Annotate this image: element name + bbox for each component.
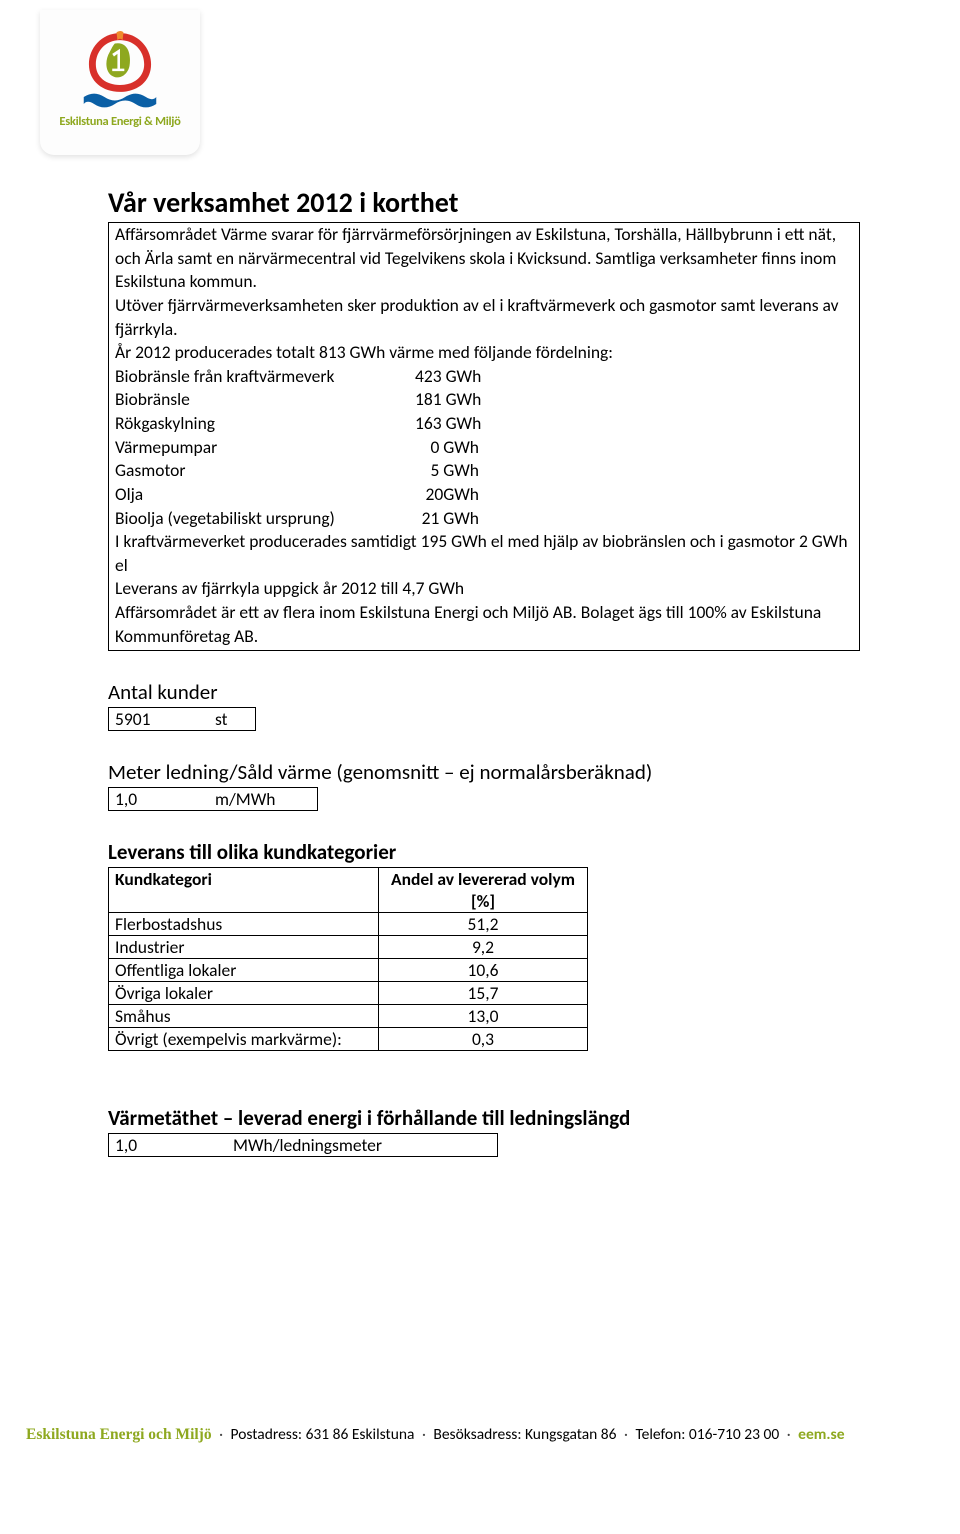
footer-post: Postadress: 631 86 Eskilstuna: [231, 1425, 415, 1444]
categories-heading: Leverans till olika kundkategorier: [108, 839, 860, 865]
intro-p2: Utöver fjärrvärmeverksamheten sker produ…: [115, 294, 853, 341]
customers-unit: st: [215, 708, 228, 730]
production-list: Biobränsle från kraftvärmeverk423 GWh Bi…: [115, 365, 853, 530]
density-value: 1,0: [115, 1134, 233, 1156]
brand-logo-card: Eskilstuna Energi & Miljö: [40, 10, 200, 155]
page-content: Vår verksamhet 2012 i korthet Affärsområ…: [0, 155, 960, 1167]
footer-phone: Telefon: 016-710 23 00: [635, 1425, 779, 1444]
meter-box: 1,0 m/MWh: [108, 787, 318, 811]
density-box: 1,0 MWh/ledningsmeter: [108, 1133, 498, 1157]
production-row: Bioolja (vegetabiliskt ursprung)21 GWh: [115, 507, 853, 531]
footer-site: eem.se: [798, 1425, 844, 1444]
meter-value: 1,0: [115, 788, 215, 810]
table-row: Övriga lokaler15,7: [109, 982, 588, 1005]
footer-sep: ·: [219, 1425, 223, 1444]
table-row: Flerbostadshus51,2: [109, 913, 588, 936]
page-footer: Eskilstuna Energi och Miljö · Postadress…: [0, 1417, 960, 1456]
customers-heading: Antal kunder: [108, 679, 860, 705]
density-heading: Värmetäthet – leverad energi i förhållan…: [108, 1105, 860, 1131]
brand-logo-icon: [76, 28, 164, 110]
meter-heading: Meter ledning/Såld värme (genomsnitt – e…: [108, 759, 860, 785]
meter-unit: m/MWh: [215, 788, 275, 810]
production-row: Rökgaskylning163 GWh: [115, 412, 853, 436]
footer-sep: ·: [422, 1425, 426, 1444]
intro-p6: Affärsområdet är ett av flera inom Eskil…: [115, 601, 853, 648]
table-row: Övrigt (exempelvis markvärme):0,3: [109, 1028, 588, 1051]
table-header-row: Kundkategori Andel av levererad volym [%…: [109, 868, 588, 913]
footer-sep: ·: [624, 1425, 628, 1444]
production-row: Biobränsle från kraftvärmeverk423 GWh: [115, 365, 853, 389]
intro-p4: I kraftvärmeverket producerades samtidig…: [115, 530, 853, 577]
customers-value: 5901: [115, 708, 215, 730]
production-row: Värmepumpar0 GWh: [115, 436, 853, 460]
brand-logo-text: Eskilstuna Energi & Miljö: [59, 114, 180, 129]
footer-visit: Besöksadress: Kungsgatan 86: [433, 1425, 616, 1444]
intro-p3: År 2012 producerades totalt 813 GWh värm…: [115, 341, 853, 365]
table-row: Offentliga lokaler10,6: [109, 959, 588, 982]
customers-box: 5901 st: [108, 707, 256, 731]
page-title: Vår verksamhet 2012 i korthet: [108, 185, 860, 220]
production-row: Biobränsle181 GWh: [115, 388, 853, 412]
production-row: Gasmotor5 GWh: [115, 459, 853, 483]
categories-table: Kundkategori Andel av levererad volym [%…: [108, 867, 588, 1051]
col-header-category: Kundkategori: [109, 868, 379, 913]
production-row: Olja20GWh: [115, 483, 853, 507]
footer-sep: ·: [787, 1425, 791, 1444]
footer-company: Eskilstuna Energi och Miljö: [26, 1426, 212, 1443]
table-row: Småhus13,0: [109, 1005, 588, 1028]
col-header-share: Andel av levererad volym [%]: [379, 868, 588, 913]
intro-p5: Leverans av fjärrkyla uppgick år 2012 ti…: [115, 577, 853, 601]
table-row: Industrier9,2: [109, 936, 588, 959]
intro-p1: Affärsområdet Värme svarar för fjärrvärm…: [115, 223, 853, 294]
density-unit: MWh/ledningsmeter: [233, 1134, 382, 1156]
intro-box: Affärsområdet Värme svarar för fjärrvärm…: [108, 222, 860, 651]
